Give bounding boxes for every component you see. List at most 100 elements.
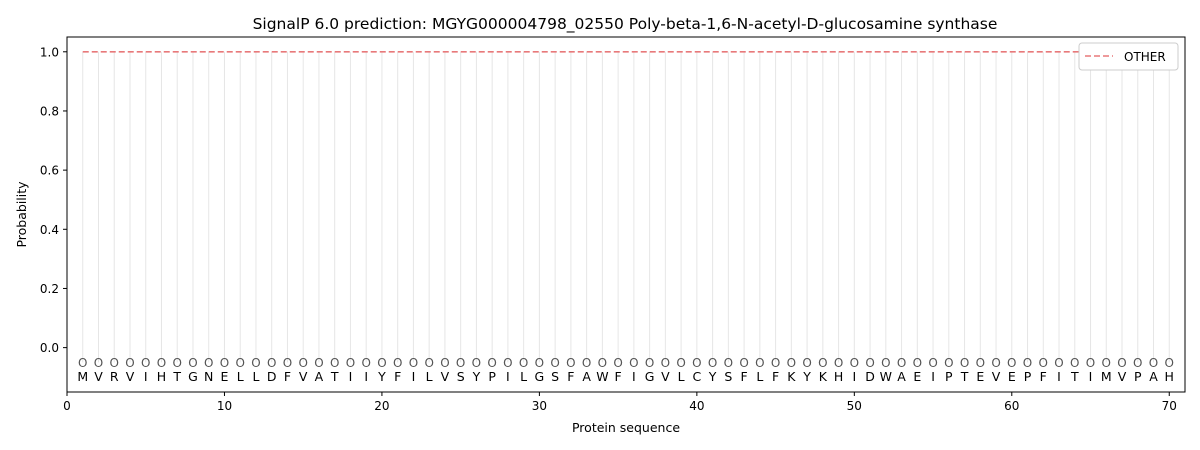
region-label: O [802,356,811,370]
residue-letter: F [740,369,747,384]
x-tick-label: 60 [1004,399,1019,413]
residue-letter: M [77,369,88,384]
region-label: O [598,356,607,370]
residue-letter: P [945,369,953,384]
residue-letter: L [426,369,433,384]
residue-letter: E [913,369,921,384]
legend: OTHER [1078,42,1179,71]
residue-letter: N [204,369,213,384]
residue-letter: L [520,369,527,384]
residue-letter: I [1089,369,1093,384]
residue-letter: H [157,369,166,384]
residue-letter: I [349,369,353,384]
region-label: O [991,356,1000,370]
region-label: O [1086,356,1095,370]
residue-letter: H [834,369,843,384]
residue-letter: Y [802,369,811,384]
residue-letter: A [315,369,324,384]
residue-letter: F [615,369,622,384]
residue-letter: G [645,369,655,384]
region-label: O [267,356,276,370]
residue-letter: L [237,369,244,384]
region-label: O [1007,356,1016,370]
residue-letter: T [960,369,969,384]
region-label: O [172,356,181,370]
residue-letter: V [661,369,670,384]
region-label: O [1165,356,1174,370]
y-tick-label: 0.2 [40,282,59,296]
residue-letter: G [535,369,545,384]
region-label: O [613,356,622,370]
residue-letter: S [724,369,732,384]
residue-letter: I [852,369,856,384]
residue-letter: I [1057,369,1061,384]
residue-letter: S [457,369,465,384]
region-label: O [424,356,433,370]
region-label: O [251,356,260,370]
region-label: O [913,356,922,370]
region-label: O [724,356,733,370]
region-label: O [960,356,969,370]
region-label: O [1070,356,1079,370]
residue-letter: Y [708,369,717,384]
region-label: O [755,356,764,370]
region-label: O [235,356,244,370]
region-label: O [440,356,449,370]
region-label: O [739,356,748,370]
region-label: O [346,356,355,370]
region-label: O [188,356,197,370]
residue-letter: V [299,369,308,384]
residue-letter: Y [472,369,481,384]
region-label: O [487,356,496,370]
y-tick-label: 0.8 [40,104,59,118]
legend-label-other: OTHER [1124,50,1166,64]
residue-letter: V [94,369,103,384]
region-label: O [865,356,874,370]
region-label: O [141,356,150,370]
residue-letter: I [931,369,935,384]
region-label: O [393,356,402,370]
region-label: O [1102,356,1111,370]
region-label: O [204,356,213,370]
residue-letter: E [1008,369,1016,384]
region-label: O [1117,356,1126,370]
region-label: O [787,356,796,370]
region-label: O [550,356,559,370]
region-label: O [566,356,575,370]
region-label: O [692,356,701,370]
region-label: O [377,356,386,370]
residue-letter: I [506,369,510,384]
residue-letter: P [488,369,496,384]
region-label: O [629,356,638,370]
residue-letter: K [787,369,796,384]
region-label: O [314,356,323,370]
region-label: O [78,356,87,370]
region-label: O [361,356,370,370]
legend-box [1078,42,1179,71]
residue-letter: V [1118,369,1127,384]
region-label: O [330,356,339,370]
region-label: O [771,356,780,370]
region-label: O [976,356,985,370]
x-tick-label: 70 [1162,399,1177,413]
x-tick-label: 10 [217,399,232,413]
region-label: O [472,356,481,370]
y-axis-ticks: 0.0 0.2 0.4 0.6 0.8 1.0 [40,45,67,355]
region-label: O [125,356,134,370]
residue-letter: E [976,369,984,384]
residue-letter: D [267,369,277,384]
residue-letter: C [692,369,701,384]
residue-letter: P [1134,369,1142,384]
region-label: O [456,356,465,370]
region-label: O [110,356,119,370]
x-axis-label: Protein sequence [572,420,680,435]
x-tick-label: 40 [689,399,704,413]
region-label: O [220,356,229,370]
residue-letter: M [1101,369,1112,384]
region-label: O [283,356,292,370]
residue-letter: D [865,369,875,384]
region-label: O [582,356,591,370]
residue-letter: T [172,369,181,384]
residue-letter: I [632,369,636,384]
